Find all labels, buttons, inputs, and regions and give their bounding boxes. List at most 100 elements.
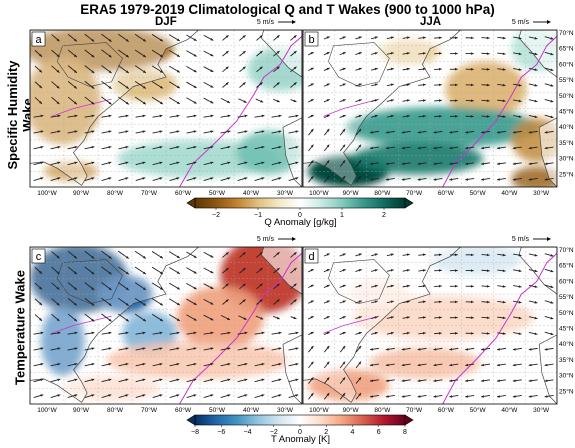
anomaly-blob (369, 347, 481, 379)
wind-arrow-head (401, 146, 405, 150)
wind-arrow-head (481, 379, 484, 383)
isoline (51, 315, 112, 334)
lon-tick-label: 100°W (309, 406, 329, 414)
wind-arrow-head (57, 114, 61, 118)
wind-arrow-head (534, 84, 538, 87)
lon-tick-label: 30°W (533, 189, 550, 197)
wind-arrow-head (502, 68, 506, 71)
wind-arrow-head (470, 52, 474, 55)
wind-arrow-head (518, 52, 522, 56)
wind-arrow-head (534, 316, 538, 320)
lon-tick-label: 50°W (470, 406, 487, 414)
wind-arrow-head (244, 161, 248, 165)
wind-arrow-head (295, 347, 299, 350)
lat-tick-label: 35°N (559, 356, 574, 364)
wind-arrow-head (470, 269, 474, 272)
wind-arrow-head (39, 286, 43, 290)
wind-arrow-head (534, 301, 538, 304)
wind-arrow-head (374, 114, 378, 118)
wind-arrow-head (342, 377, 346, 381)
wind-arrow-head (310, 284, 314, 288)
wind-arrow-head (369, 178, 373, 181)
wind-arrow-head (518, 316, 522, 320)
wind-arrow-head (73, 287, 77, 290)
wind-arrow-head (374, 67, 378, 71)
wind-arrow-head (176, 302, 180, 306)
panel-frame (29, 29, 303, 188)
lat-tick-label: 40°N (559, 123, 574, 131)
wind-arrow-head (159, 38, 163, 42)
wind-arrow-head (422, 99, 426, 102)
wind-arrow-head (401, 379, 405, 383)
wind-arrow-head (470, 332, 474, 335)
wind-arrow-head (406, 316, 410, 319)
wind-arrow-head (486, 83, 490, 87)
lon-tick-label: 80°W (374, 406, 391, 414)
wind-arrow-head (57, 145, 61, 149)
wind-arrow-head (91, 362, 95, 366)
wind-arrow-head (91, 70, 95, 73)
wind-arrow-head (326, 253, 330, 256)
wind-arrow-head (454, 83, 458, 87)
wind-arrow-head (342, 331, 346, 335)
wind-arrow-head (550, 285, 554, 288)
wind-arrow-head (57, 161, 61, 165)
wind-arrow-head (259, 252, 263, 256)
wind-arrow-head (159, 378, 163, 382)
wind-arrow-head (193, 53, 197, 57)
q-colorbar-min-extend (186, 197, 196, 209)
wind-arrow-head (512, 348, 516, 351)
wind-arrow-head (342, 345, 346, 349)
wind-arrow-head (342, 160, 346, 164)
wind-arrow-head (74, 394, 78, 397)
greenland-land (260, 30, 302, 78)
wind-arrow-head (108, 86, 112, 89)
wind-arrow-head (358, 300, 362, 303)
lat-tick-label: 40°N (559, 340, 574, 348)
wind-arrow-head (261, 347, 265, 350)
wind-arrow-head (422, 52, 426, 55)
lon-tick-label: 100°W (309, 189, 329, 197)
wind-arrow-head (227, 362, 231, 366)
wind-arrow-head (550, 99, 554, 103)
wind-arrow-head (159, 177, 163, 180)
wind-arrow-head (210, 53, 214, 57)
wind-arrow-head (528, 379, 532, 383)
wind-arrow-head (358, 83, 362, 86)
wind-arrow-head (470, 300, 474, 304)
wind-arrow-head (465, 395, 469, 398)
wind-arrow-head (225, 267, 229, 271)
wind-arrow-head (422, 253, 426, 257)
q-colorbar-max-extend (404, 197, 414, 209)
wind-arrow-head (176, 38, 180, 42)
t-colorbar (194, 414, 406, 426)
wind-arrow-head (528, 162, 532, 166)
wind-arrow-head (374, 253, 378, 256)
wind-arrow-head (210, 145, 214, 149)
wind-arrow-head (550, 301, 554, 304)
wind-arrow-head (438, 331, 442, 335)
wind-arrow-head (486, 253, 490, 257)
wind-arrow-head (108, 362, 112, 366)
wind-arrow-head (73, 318, 77, 322)
wind-arrow-head (142, 302, 146, 306)
wind-arrow-head (210, 347, 214, 350)
wind-arrow-head (193, 38, 197, 41)
wind-arrow-head (56, 54, 60, 57)
wind-arrow-head (159, 255, 163, 259)
wind-arrow-head (326, 284, 330, 288)
wind-arrow-head (326, 316, 330, 319)
wind-arrow-head (528, 178, 532, 181)
wind-arrow-head (326, 176, 330, 179)
lon-tick-label: 60°W (438, 189, 455, 197)
lon-tick-label: 50°W (209, 406, 226, 414)
wind-arrow-head (56, 38, 60, 42)
wind-arrow-head (108, 331, 112, 335)
hudson-bay-coast (328, 42, 390, 87)
wind-arrow-head (57, 347, 61, 350)
wind-arrow-head (310, 300, 314, 303)
wind-arrow-head (385, 379, 389, 383)
wind-arrow-head (210, 100, 214, 104)
wind-arrow-head (544, 395, 548, 398)
wind-arrow-head (454, 284, 458, 288)
